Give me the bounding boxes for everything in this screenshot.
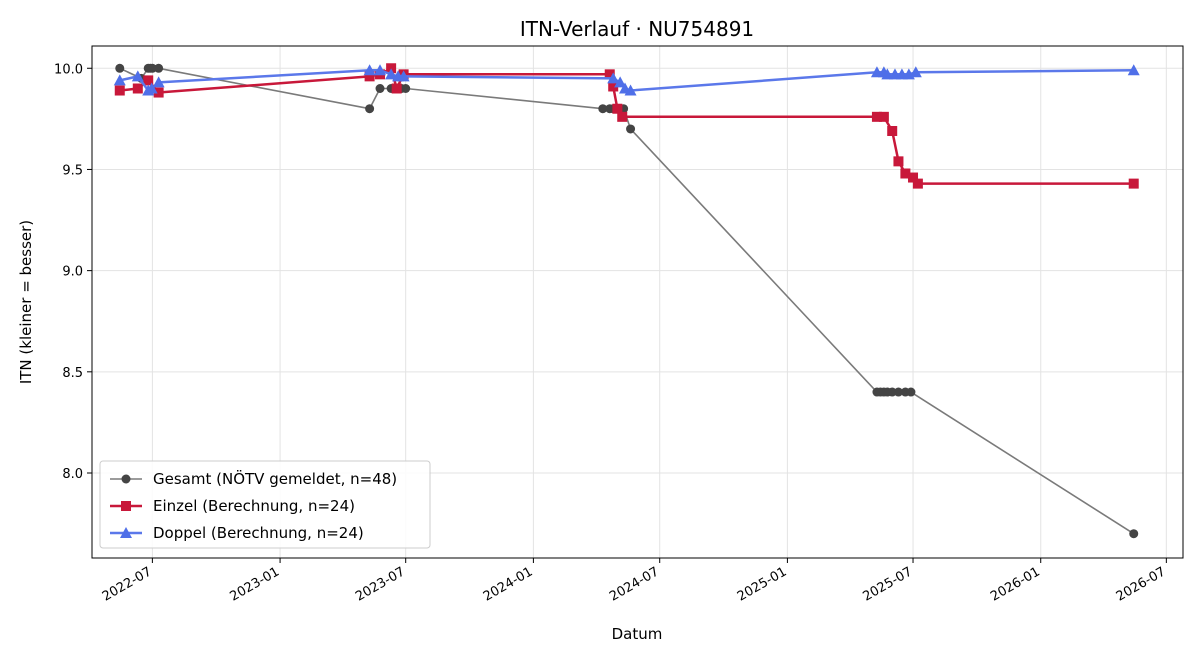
x-tick-label: 2026-07 (1114, 564, 1169, 604)
x-tick-label: 2025-07 (860, 564, 915, 604)
data-point (608, 81, 619, 92)
data-point (153, 87, 164, 98)
data-point (115, 63, 125, 73)
data-point (881, 68, 894, 80)
data-point (386, 63, 397, 74)
x-tick-label: 2025-01 (735, 564, 790, 604)
series-line (119, 67, 1134, 185)
x-tick-label: 2023-01 (228, 564, 283, 604)
data-point (612, 103, 623, 114)
data-point (363, 64, 376, 76)
data-point (385, 68, 398, 80)
legend-label: Gesamt (NÖTV gemeldet, n=48) (153, 469, 397, 488)
data-point (1129, 529, 1139, 539)
y-tick-label: 9.0 (62, 265, 83, 280)
data-point (132, 83, 143, 94)
data-point (878, 111, 889, 122)
data-point (893, 156, 904, 167)
x-tick-label: 2022-07 (100, 564, 155, 604)
data-point (614, 76, 627, 88)
legend-label: Einzel (Berechnung, n=24) (153, 497, 355, 515)
data-point (397, 70, 410, 82)
data-point (152, 76, 165, 88)
data-point (391, 83, 402, 94)
data-point (617, 111, 628, 122)
grid (92, 46, 1183, 558)
data-point (893, 387, 903, 397)
data-point (143, 75, 154, 86)
data-point (364, 71, 375, 82)
x-tick-label: 2024-01 (481, 564, 536, 604)
legend-marker (120, 527, 132, 538)
data-point (624, 84, 637, 96)
data-point (909, 66, 922, 78)
legend-marker (121, 501, 131, 511)
y-axis-title: ITN (kleiner = besser) (17, 220, 35, 384)
legend-marker (121, 474, 131, 484)
data-point (887, 387, 897, 397)
y-tick-label: 10.0 (54, 62, 83, 77)
data-point (401, 83, 411, 93)
x-tick-label: 2026-01 (988, 564, 1043, 604)
data-point (912, 178, 923, 189)
series-square (114, 63, 1139, 189)
x-tick-label: 2024-07 (607, 564, 662, 604)
x-tick-label: 2023-07 (353, 564, 408, 604)
y-tick-label: 8.0 (62, 467, 83, 482)
legend-label: Doppel (Berechnung, n=24) (153, 524, 364, 542)
data-point (607, 72, 620, 84)
data-point (365, 104, 375, 114)
series-layer (113, 63, 1140, 539)
data-point (114, 85, 125, 96)
legend-box (99, 460, 431, 549)
data-point (374, 64, 387, 76)
data-point (604, 69, 615, 80)
data-point (871, 111, 882, 122)
data-point (131, 70, 144, 82)
data-point (908, 172, 919, 183)
data-point (113, 74, 126, 86)
chart-title: ITN-Verlauf · NU754891 (520, 17, 754, 41)
plot-frame (91, 45, 1184, 559)
data-point (900, 168, 911, 179)
data-point (375, 83, 385, 93)
data-point (145, 82, 158, 94)
data-point (154, 63, 164, 73)
data-point (1127, 64, 1140, 76)
series-circle (115, 63, 1139, 539)
legend: Gesamt (NÖTV gemeldet, n=48) Einzel (Bere… (99, 460, 431, 549)
data-point (1128, 178, 1139, 189)
data-point (147, 63, 157, 73)
x-axis-title: Datum (612, 625, 663, 643)
y-tick-label: 9.5 (62, 163, 83, 178)
series-triangle (113, 64, 1140, 96)
data-point (626, 124, 636, 134)
data-point (598, 104, 608, 114)
data-point (906, 387, 916, 397)
data-point (887, 125, 898, 136)
y-tick-label: 8.5 (62, 366, 83, 381)
